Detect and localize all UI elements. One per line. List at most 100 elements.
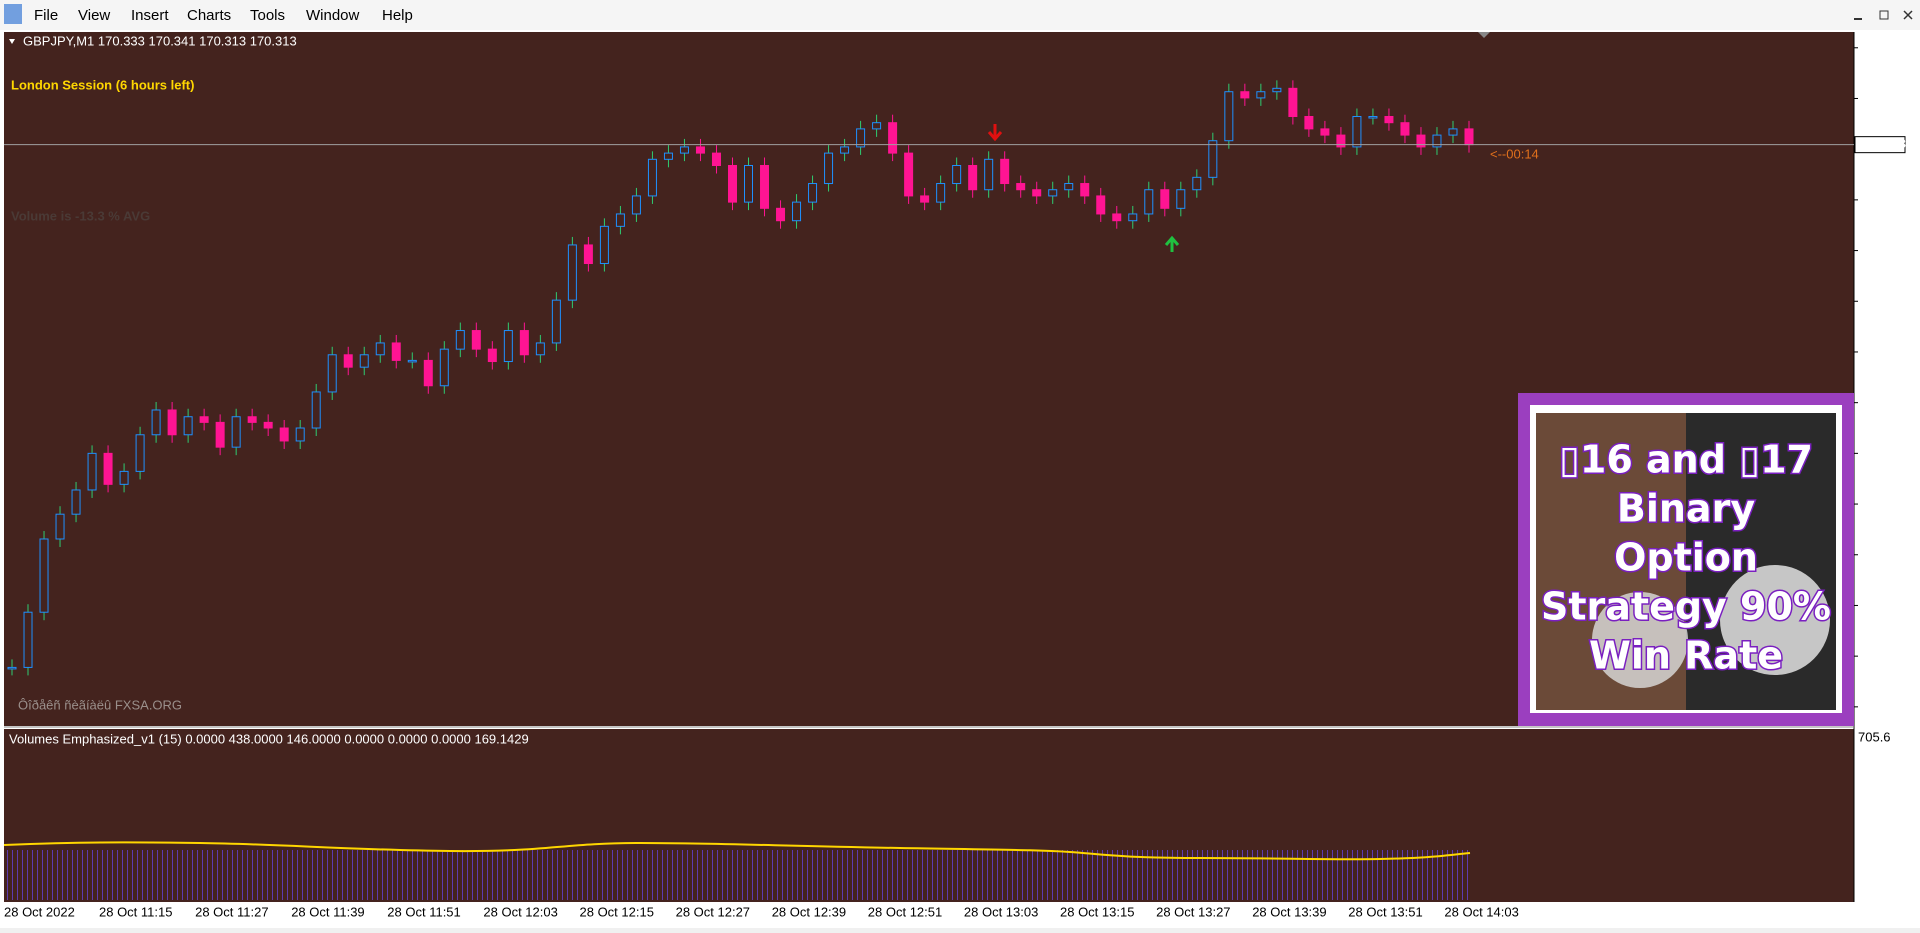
candle	[663, 152, 673, 160]
candle	[231, 416, 241, 448]
candle	[391, 342, 401, 361]
candle	[1368, 115, 1378, 119]
candle	[87, 452, 97, 491]
candle	[167, 409, 177, 436]
candle	[711, 152, 721, 167]
y-tick-label: 169.495	[1861, 597, 1908, 612]
menu-item[interactable]: View	[78, 7, 110, 24]
candle	[215, 421, 225, 448]
x-tick-label: 28 Oct 12:27	[676, 904, 750, 919]
candle	[984, 158, 994, 191]
candle	[615, 213, 625, 227]
candle	[359, 354, 369, 368]
candle	[1208, 140, 1218, 178]
menu-item[interactable]: Insert	[131, 7, 169, 24]
candle	[375, 342, 385, 356]
current-price-box	[1854, 136, 1906, 154]
candle	[1128, 213, 1138, 222]
y-tick-label: 169.675	[1861, 495, 1908, 510]
candle	[1240, 91, 1250, 99]
menu-item[interactable]: Charts	[187, 7, 231, 24]
candle	[1192, 176, 1202, 191]
candle	[1096, 195, 1106, 215]
candle	[856, 128, 866, 148]
menu-item[interactable]: Window	[306, 7, 360, 24]
y-tick-label: 170.215	[1861, 191, 1908, 206]
candle	[1304, 115, 1314, 130]
candle	[1464, 128, 1474, 146]
ad-line[interactable]: Binary	[1615, 485, 1756, 532]
candle	[39, 538, 49, 613]
candle	[551, 299, 561, 344]
y-tick-label: 169.765	[1861, 445, 1908, 460]
candle	[1112, 213, 1122, 222]
ad-line[interactable]: Strategy 90%	[1539, 583, 1832, 630]
y-tick-label: 170.035	[1861, 293, 1908, 308]
candle	[247, 416, 257, 423]
candle	[1176, 189, 1186, 209]
x-tick-label: 28 Oct 12:03	[483, 904, 557, 919]
x-tick-label: 28 Oct 12:15	[580, 904, 654, 919]
menu: File View Insert Charts Tools Window Help	[34, 7, 413, 24]
volume-average	[3, 841, 1471, 861]
candle	[920, 195, 930, 203]
candle	[1432, 134, 1442, 148]
sell-arrow	[987, 124, 1003, 142]
candle	[808, 183, 818, 203]
candle	[119, 470, 129, 485]
y-tick-label: 169.855	[1861, 394, 1908, 409]
candle	[23, 611, 33, 668]
ad-line[interactable]: ▯16 and ▯17	[1558, 436, 1815, 483]
candle	[840, 146, 850, 154]
window-controls	[1846, 6, 1920, 26]
candles	[7, 80, 1474, 676]
candle	[311, 391, 321, 429]
ad-disc	[1592, 592, 1688, 688]
candle	[776, 207, 786, 222]
candle	[583, 244, 593, 265]
menu-item[interactable]: Tools	[250, 7, 285, 24]
buy-arrow	[1164, 235, 1180, 252]
candle	[824, 152, 834, 185]
price-axis	[1854, 32, 1920, 902]
menu-item[interactable]: File	[34, 7, 58, 24]
candle	[1320, 128, 1330, 136]
x-tick-label: 28 Oct 13:39	[1252, 904, 1326, 919]
candle	[103, 452, 113, 485]
menu-item[interactable]: Help	[382, 7, 413, 24]
ad-line[interactable]: Win Rate	[1587, 632, 1784, 679]
candle	[1064, 183, 1074, 191]
candle	[279, 427, 289, 442]
candle	[695, 146, 705, 154]
candle	[455, 330, 465, 350]
candle	[936, 183, 946, 203]
x-axis: 28 Oct 2022 28 Oct 11:15 28 Oct 11:27 28 Oc…	[4, 904, 1519, 919]
candle	[968, 165, 978, 191]
y-tick-label: 169.405	[1861, 648, 1908, 663]
candle	[487, 348, 497, 363]
candle	[327, 354, 337, 393]
x-tick-label: 28 Oct 11:15	[99, 904, 172, 919]
candle	[792, 201, 802, 222]
candle	[7, 666, 17, 670]
x-tick-label: 28 Oct 13:15	[1060, 904, 1134, 919]
chart-header: GBPJPY,M1 170.333 170.341 170.313 170.31…	[23, 33, 297, 48]
x-tick-label: 28 Oct 12:51	[868, 904, 942, 919]
candle	[1224, 91, 1234, 142]
ad-disc	[1720, 565, 1830, 675]
candle	[744, 165, 754, 203]
candle	[567, 244, 577, 301]
menu-bar	[0, 0, 1920, 30]
candle	[1160, 189, 1170, 209]
candle	[535, 342, 545, 356]
candle	[1336, 134, 1346, 148]
candle	[407, 359, 417, 363]
current-price-label: 170.313	[1859, 136, 1906, 151]
collapse-icon	[9, 39, 15, 44]
candle	[1288, 87, 1298, 117]
y-tick-label: 170.485	[1861, 39, 1908, 54]
watermark: Ôîðåêñ ñèãíàëû FXSA.ORG	[18, 697, 182, 712]
ad-line[interactable]: Option	[1613, 534, 1760, 581]
